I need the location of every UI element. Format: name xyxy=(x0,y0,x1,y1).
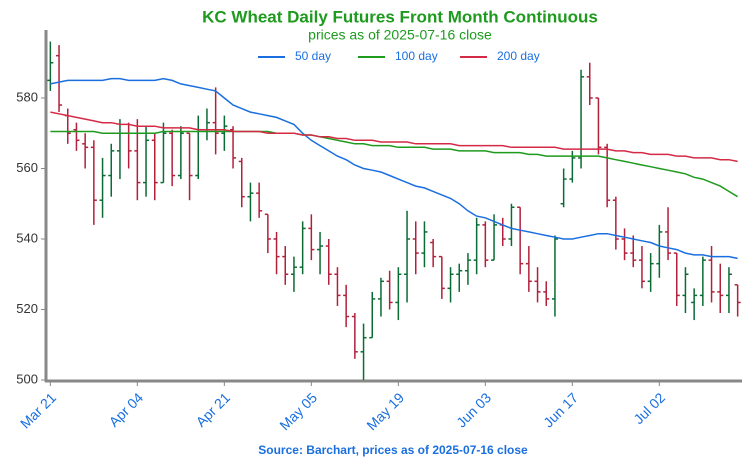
legend-label: 50 day xyxy=(295,49,331,63)
x-tick-label: Jun 03 xyxy=(453,389,494,430)
y-tick-label: 500 xyxy=(16,371,38,386)
x-tick-label: Apr 04 xyxy=(106,389,147,430)
x-tick-label: Jul 02 xyxy=(630,389,668,427)
x-tick-label: Apr 21 xyxy=(193,389,234,430)
source-note: Source: Barchart, prices as of 2025-07-1… xyxy=(258,443,528,457)
moving-average-line xyxy=(50,111,738,163)
chart-title: KC Wheat Daily Futures Front Month Conti… xyxy=(202,7,598,26)
x-tick-label: May 19 xyxy=(363,389,407,433)
moving-average-line xyxy=(50,77,738,260)
legend-label: 100 day xyxy=(395,49,438,63)
chart-subtitle: prices as of 2025-07-16 close xyxy=(308,27,492,43)
y-tick-label: 580 xyxy=(16,89,38,104)
y-tick-label: 520 xyxy=(16,301,38,316)
x-tick-label: Jun 17 xyxy=(540,389,581,430)
y-tick-label: 560 xyxy=(16,160,38,175)
x-tick-label: Mar 21 xyxy=(17,389,59,431)
legend-label: 200 day xyxy=(497,49,540,63)
x-tick-label: May 05 xyxy=(276,389,320,433)
moving-average-line xyxy=(50,130,738,198)
y-tick-label: 540 xyxy=(16,230,38,245)
